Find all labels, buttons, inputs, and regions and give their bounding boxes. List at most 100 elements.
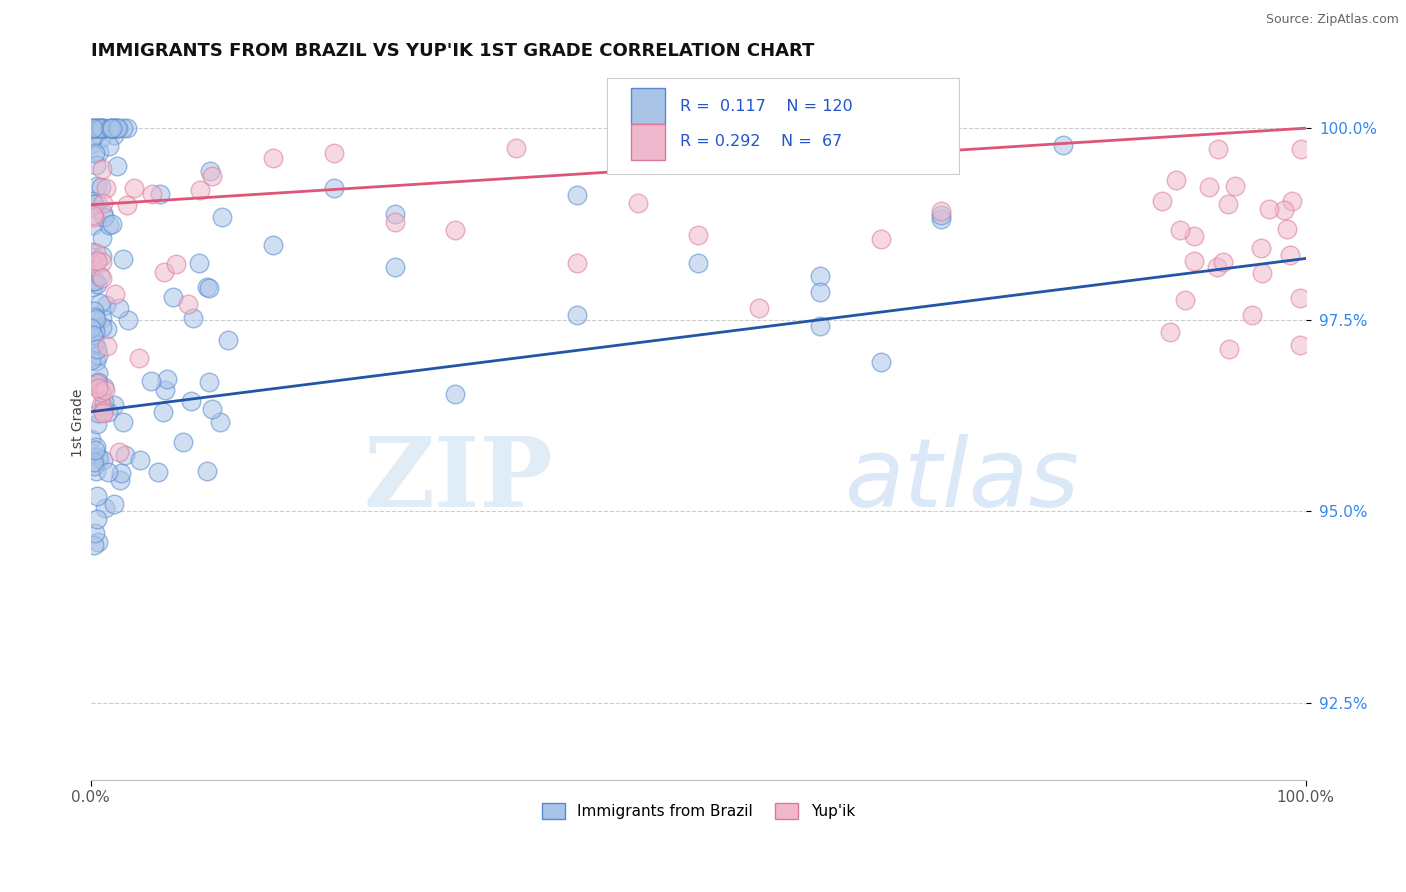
Bar xyxy=(631,124,665,160)
Point xyxy=(565,308,588,322)
Point xyxy=(91,404,114,418)
Point xyxy=(108,301,131,315)
Point xyxy=(90,121,112,136)
Point xyxy=(84,274,107,288)
Point xyxy=(112,252,135,267)
Point xyxy=(211,211,233,225)
Point xyxy=(82,377,104,392)
Point xyxy=(1164,173,1187,187)
Point xyxy=(83,455,105,469)
Point xyxy=(505,140,527,154)
Point xyxy=(89,296,111,310)
Point xyxy=(97,138,120,153)
Point xyxy=(97,465,120,479)
Point xyxy=(80,254,103,268)
Point xyxy=(384,260,406,275)
Point xyxy=(93,395,115,409)
Point xyxy=(84,325,107,339)
Point xyxy=(96,339,118,353)
Point xyxy=(1218,342,1240,356)
Point xyxy=(82,121,104,136)
Point xyxy=(929,211,952,226)
Point xyxy=(198,280,221,294)
Point xyxy=(91,406,114,420)
Point xyxy=(80,320,103,334)
Point xyxy=(112,121,135,136)
Point xyxy=(748,301,770,315)
Point xyxy=(82,208,104,222)
Point xyxy=(87,452,110,467)
Point xyxy=(114,448,136,462)
Point xyxy=(80,136,103,151)
Point xyxy=(103,121,125,136)
Text: atlas: atlas xyxy=(844,434,1078,527)
Point xyxy=(103,498,125,512)
Y-axis label: 1st Grade: 1st Grade xyxy=(72,389,86,458)
Point xyxy=(322,145,344,160)
Point xyxy=(91,162,114,177)
Point xyxy=(565,187,588,202)
Point xyxy=(90,179,112,194)
Point xyxy=(86,121,108,136)
Point xyxy=(84,526,107,541)
Point xyxy=(1278,248,1301,262)
Bar xyxy=(631,88,665,124)
Point xyxy=(91,195,114,210)
Text: ZIP: ZIP xyxy=(363,434,553,527)
Point xyxy=(1250,266,1272,280)
Point xyxy=(84,337,107,351)
Point xyxy=(90,320,112,334)
Point xyxy=(198,164,221,178)
Point xyxy=(86,381,108,395)
Point xyxy=(84,246,107,260)
Point xyxy=(97,404,120,418)
Text: IMMIGRANTS FROM BRAZIL VS YUP'IK 1ST GRADE CORRELATION CHART: IMMIGRANTS FROM BRAZIL VS YUP'IK 1ST GRA… xyxy=(91,42,814,60)
Point xyxy=(808,319,831,334)
Point xyxy=(82,260,104,274)
Point xyxy=(82,274,104,288)
Point xyxy=(86,377,108,392)
Point xyxy=(1272,202,1295,217)
Point xyxy=(808,268,831,283)
Point xyxy=(110,466,132,480)
Point xyxy=(141,186,163,201)
Point xyxy=(262,237,284,252)
Point xyxy=(139,374,162,388)
Point xyxy=(103,128,125,142)
Point xyxy=(384,215,406,229)
Point xyxy=(84,158,107,172)
Point xyxy=(262,152,284,166)
Point xyxy=(1289,338,1312,352)
Point xyxy=(87,348,110,362)
Point xyxy=(103,398,125,412)
Point xyxy=(1225,179,1247,194)
Point xyxy=(86,534,108,549)
Point xyxy=(94,383,117,397)
Point xyxy=(101,121,124,136)
Point xyxy=(128,351,150,365)
Text: R =  0.117    N = 120: R = 0.117 N = 120 xyxy=(681,99,853,113)
Point xyxy=(86,254,108,268)
Point xyxy=(201,169,224,184)
Point xyxy=(84,310,107,325)
Point xyxy=(104,286,127,301)
Point xyxy=(1206,260,1229,274)
Point xyxy=(87,375,110,389)
Point xyxy=(1168,223,1191,237)
Point xyxy=(80,250,103,264)
Point xyxy=(1052,137,1074,152)
Point xyxy=(91,121,114,136)
Point xyxy=(86,489,108,503)
Point xyxy=(98,121,121,136)
Point xyxy=(107,121,129,136)
Point xyxy=(1250,241,1272,255)
Point xyxy=(82,130,104,145)
Point xyxy=(104,121,127,136)
Point xyxy=(165,256,187,270)
Point xyxy=(444,386,467,401)
Point xyxy=(195,464,218,478)
Point xyxy=(1216,197,1239,211)
Legend: Immigrants from Brazil, Yup'ik: Immigrants from Brazil, Yup'ik xyxy=(536,797,860,825)
Point xyxy=(82,245,104,260)
Point xyxy=(929,208,952,222)
